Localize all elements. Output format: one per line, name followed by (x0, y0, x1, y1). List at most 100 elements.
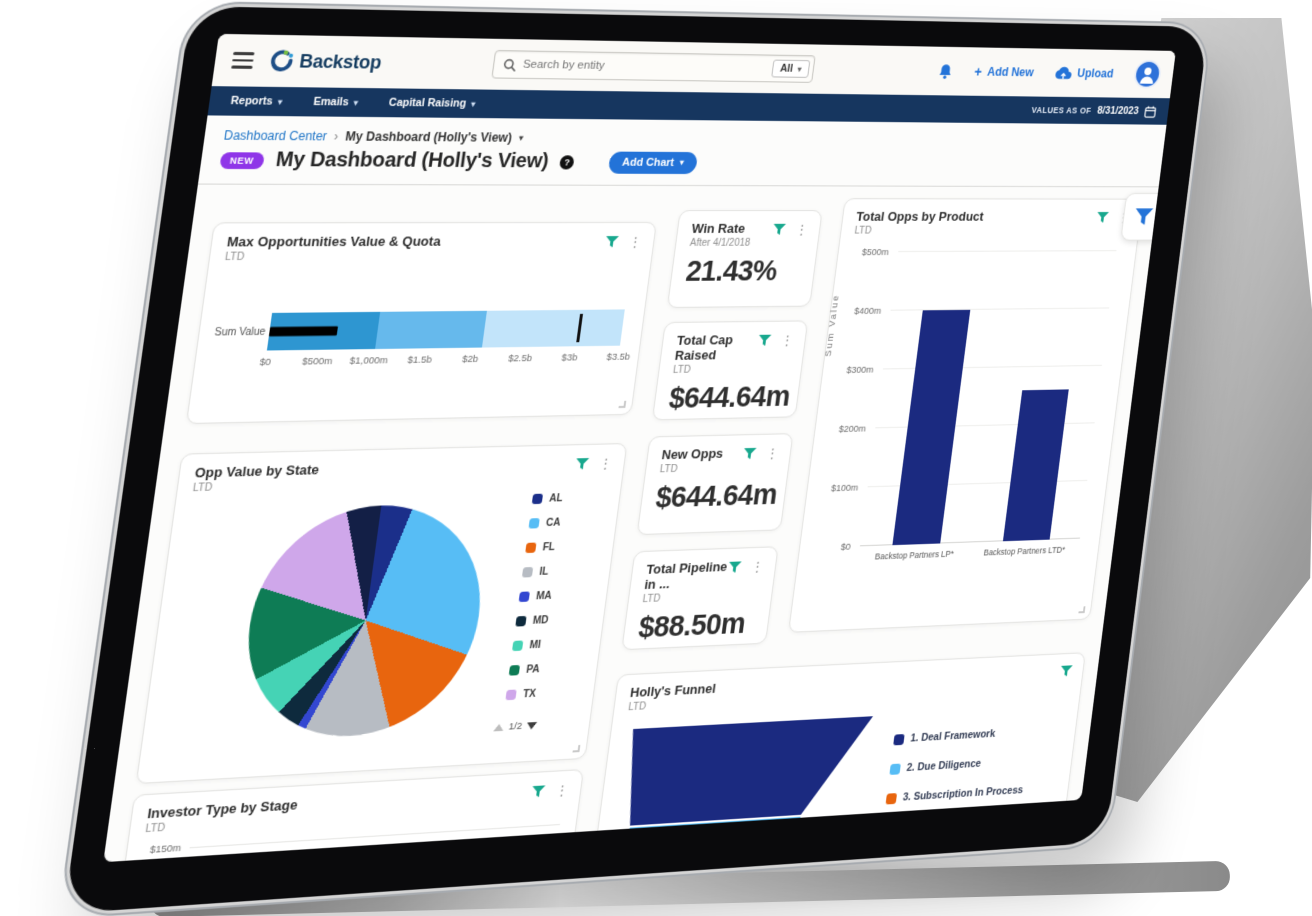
legend-item[interactable]: PA (508, 657, 544, 683)
upload-button[interactable]: Upload (1054, 66, 1114, 80)
chevron-down-icon: ▾ (277, 96, 283, 107)
kpi-value: $644.64m (653, 478, 779, 515)
chevron-down-icon: ▾ (796, 64, 802, 74)
filter-icon[interactable] (727, 560, 742, 573)
filter-icon[interactable] (531, 784, 546, 798)
info-icon[interactable]: ? (559, 154, 576, 169)
nav-item-capital-raising[interactable]: Capital Raising ▾ (388, 97, 476, 110)
card-title: Total Pipeline in ... (643, 558, 729, 593)
backstop-logo[interactable]: Backstop (269, 49, 383, 73)
filter-icon[interactable] (772, 223, 787, 235)
legend-swatch (508, 664, 521, 676)
hamburger-menu-icon[interactable] (231, 52, 255, 69)
legend-label: IL (538, 565, 550, 578)
legend-item[interactable]: AL (531, 486, 567, 511)
funnel-stage-1[interactable] (620, 716, 874, 827)
state-pie[interactable] (233, 502, 495, 743)
legend-label: 2. Due Diligence (905, 757, 982, 774)
calendar-icon[interactable] (1144, 105, 1157, 117)
legend-item[interactable]: MA (518, 583, 554, 609)
kebab-menu-icon[interactable]: ⋮ (794, 221, 809, 237)
filter-icon[interactable] (742, 447, 757, 459)
values-as-of: VALUES AS OF 8/31/2023 (1031, 104, 1157, 118)
bar-partial[interactable] (509, 835, 534, 863)
legend-swatch (515, 615, 527, 627)
pager-up-icon[interactable] (493, 723, 505, 732)
kebab-menu-icon[interactable]: ⋮ (554, 781, 570, 799)
breadcrumb-current[interactable]: My Dashboard (Holly's View) (344, 129, 513, 145)
kebab-menu-icon[interactable]: ⋮ (750, 558, 765, 574)
legend-label: FL (542, 541, 556, 553)
legend-swatch (505, 689, 517, 701)
pager-text: 1/2 (507, 720, 523, 733)
nav-item-reports[interactable]: Reports ▾ (230, 95, 283, 108)
kebab-menu-icon[interactable]: ⋮ (780, 332, 795, 348)
search-scope-value: All (779, 62, 794, 75)
user-avatar[interactable] (1132, 59, 1163, 89)
filter-icon[interactable] (1059, 665, 1073, 677)
card-subtitle: LTD (853, 225, 873, 237)
filter-icon[interactable] (1096, 211, 1110, 223)
kebab-menu-icon[interactable]: ⋮ (627, 234, 643, 250)
card-max-opportunities: Max Opportunities Value & Quota LTD ⋮ Su… (185, 221, 657, 425)
pager-down-icon[interactable] (526, 721, 538, 730)
filter-icon[interactable] (757, 334, 772, 346)
card-opp-value-by-state: Opp Value by State LTD ⋮ AL CA FL IL MA MD MI P… (135, 443, 628, 785)
legend-swatch (881, 822, 894, 834)
legend-item[interactable]: IL (521, 559, 557, 585)
bar-0[interactable] (891, 309, 970, 546)
state-legend: AL CA FL IL MA MD MI PA TX (504, 486, 566, 708)
legend-item[interactable]: TX (504, 681, 540, 707)
card-subtitle: LTD (191, 482, 213, 495)
card-total-pipeline: Total Pipeline in ... LTD ⋮ $88.50m (621, 546, 779, 651)
card-subtitle: LTD (627, 701, 647, 714)
bullet-track[interactable] (266, 309, 625, 351)
filter-icon[interactable] (604, 235, 620, 248)
card-title: Opp Value by State (193, 461, 321, 481)
search-input[interactable] (522, 58, 774, 75)
notifications-bell-icon[interactable] (937, 63, 954, 80)
add-new-button[interactable]: + Add New (973, 64, 1034, 80)
card-title: Win Rate (690, 220, 747, 236)
resize-handle[interactable] (618, 400, 627, 409)
kebab-menu-icon[interactable]: ⋮ (765, 445, 780, 461)
card-new-opps: New Opps LTD ⋮ $644.64m (636, 433, 794, 536)
page-title: My Dashboard (Holly's View) (274, 148, 550, 173)
card-hollys-funnel: Holly's Funnel LTD 1. Deal Framework 2. D… (580, 652, 1086, 863)
nav-label: Emails (312, 95, 350, 109)
legend-item[interactable]: FL (524, 535, 560, 561)
axis-tick-label: $3.5b (606, 351, 631, 363)
card-total-cap-raised: Total Cap Raised LTD ⋮ $644.64m (651, 320, 809, 421)
upload-label: Upload (1076, 66, 1115, 81)
legend-item[interactable]: CA (528, 510, 564, 535)
axis-tick-label: $1.5b (406, 354, 433, 367)
plus-icon: + (973, 63, 983, 80)
funnel-legend: 1. Deal Framework 2. Due Diligence 3. Subs… (881, 715, 1077, 843)
search-bar[interactable]: All ▾ (490, 49, 816, 83)
kpi-value: 21.43% (683, 255, 779, 288)
add-chart-button[interactable]: Add Chart ▾ (608, 151, 698, 174)
dashboard-filter-button[interactable] (1120, 192, 1167, 241)
values-as-of-label: VALUES AS OF (1031, 105, 1092, 116)
legend-item[interactable]: MI (511, 632, 547, 658)
axis-tick-label: $2.5b (507, 352, 533, 365)
funnel-chart[interactable] (606, 716, 874, 863)
chevron-down-icon[interactable]: ▾ (518, 132, 525, 143)
nav-item-emails[interactable]: Emails ▾ (313, 96, 359, 109)
resize-handle[interactable] (572, 744, 581, 753)
kebab-menu-icon[interactable]: ⋮ (598, 455, 614, 471)
breadcrumb-link-dashboard-center[interactable]: Dashboard Center (222, 128, 328, 144)
card-total-opps-by-product: Total Opps by Product LTD ⋮ Sum Value $0… (788, 198, 1144, 633)
card-title: Total Opps by Product (855, 209, 985, 224)
axis-tick-label: $200m (838, 423, 867, 435)
axis-tick-label: $0 (840, 541, 852, 553)
bullet-ticks: $0 $500m $1,000m $1.5b $2b $2.5b $3b $3.5b (259, 352, 631, 374)
legend-swatch (521, 566, 534, 578)
bullet-measure-bar[interactable] (268, 326, 338, 337)
resize-handle[interactable] (1078, 606, 1086, 614)
filter-icon[interactable] (574, 457, 590, 470)
search-scope-dropdown[interactable]: All ▾ (771, 59, 811, 78)
category-label: Backstop Partners LP* (874, 548, 955, 562)
legend-item[interactable]: MD (514, 608, 550, 634)
bar-1[interactable] (1002, 389, 1069, 542)
